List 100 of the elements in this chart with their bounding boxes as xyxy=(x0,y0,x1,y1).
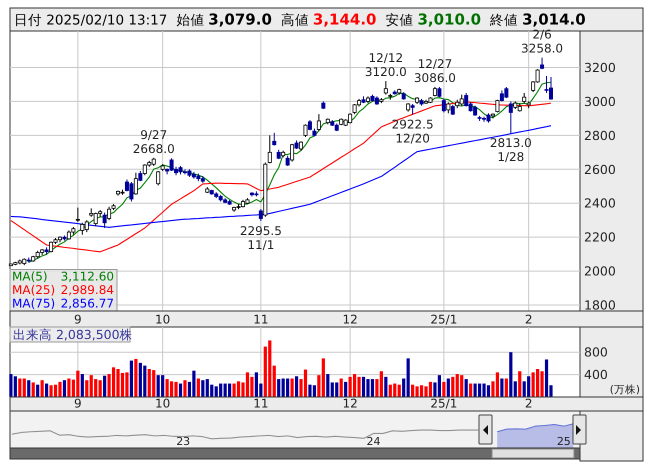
x-tick-label: 24 xyxy=(366,435,381,448)
bar xyxy=(58,382,62,397)
chart-title: 出来高 2,083,500株 xyxy=(13,327,133,342)
bar xyxy=(76,370,80,397)
annotation: 2813.0 1/28 xyxy=(490,136,532,164)
bar xyxy=(49,385,53,397)
x-tick-label: 2 xyxy=(524,312,532,326)
bar xyxy=(482,384,486,397)
bar xyxy=(134,358,138,397)
x-tick-label: 10 xyxy=(155,312,170,326)
bar xyxy=(496,372,500,397)
bar xyxy=(40,380,44,397)
x-tick-label: 2 xyxy=(524,396,532,410)
candlestick xyxy=(442,98,446,113)
candlestick xyxy=(299,140,304,152)
candlestick xyxy=(486,112,490,124)
bar xyxy=(532,372,535,397)
bar xyxy=(362,376,366,397)
candlestick xyxy=(156,170,160,186)
candlestick xyxy=(432,86,437,97)
candlestick xyxy=(384,80,388,96)
bar xyxy=(236,381,240,397)
annotation: 12/12 3120.0 xyxy=(364,51,407,80)
bar xyxy=(469,384,472,397)
bar xyxy=(27,380,30,397)
text: 終値 3,014.0 xyxy=(489,10,586,28)
bar xyxy=(344,382,348,397)
annotation: 2922.5 12/20 xyxy=(392,118,434,146)
bar xyxy=(500,378,504,397)
x-tick-label: 12 xyxy=(342,396,358,410)
text: MA(25) xyxy=(12,283,56,297)
candlestick xyxy=(134,172,138,196)
y-tick-label: 2600 xyxy=(584,162,616,177)
bar xyxy=(366,379,370,397)
bar xyxy=(348,376,352,397)
candlestick xyxy=(290,143,294,162)
x-tick-label: 9 xyxy=(74,396,82,410)
candlestick xyxy=(303,124,308,138)
bar xyxy=(183,380,187,397)
candlestick xyxy=(258,208,263,222)
bar xyxy=(380,371,383,397)
candlestick xyxy=(138,170,142,182)
bar xyxy=(544,359,548,397)
bar xyxy=(14,376,17,397)
series-label: MA(5) xyxy=(12,270,48,284)
chart-title: 日付 2025/02/10 13:17 xyxy=(14,12,168,28)
annotation: 12/27 3086.0 xyxy=(414,56,456,85)
candlestick xyxy=(460,94,464,106)
bar xyxy=(250,376,254,397)
bar xyxy=(352,374,356,397)
annotation: 3,112.60 xyxy=(60,270,114,284)
bar xyxy=(474,384,477,397)
bar xyxy=(420,385,424,397)
candlestick xyxy=(102,212,107,229)
bar xyxy=(340,378,343,397)
candlestick xyxy=(508,100,513,134)
candlestick xyxy=(286,155,290,166)
bar xyxy=(518,371,522,397)
annotation: 2,989.84 xyxy=(60,283,114,297)
text: MA(75) xyxy=(12,296,56,310)
bar xyxy=(112,367,116,397)
x-tick-label: 9 xyxy=(74,312,82,326)
bar xyxy=(125,372,129,397)
x-tick-label: 23 xyxy=(176,435,190,448)
x-tick-label: 25 xyxy=(556,435,571,448)
bar xyxy=(130,360,134,397)
bar xyxy=(370,379,374,397)
candlestick xyxy=(522,92,526,104)
bar xyxy=(290,378,294,397)
bar xyxy=(308,384,312,397)
bar xyxy=(103,376,106,397)
y-tick-label: 800 xyxy=(584,344,608,360)
candlestick xyxy=(540,57,544,70)
x-tick-label: 25/1 xyxy=(430,312,458,326)
annotation: 2295.5 11/1 xyxy=(240,224,282,252)
candlestick xyxy=(352,103,357,115)
candlestick xyxy=(450,104,455,116)
y-tick-label: 2400 xyxy=(584,196,616,211)
bar xyxy=(294,376,298,397)
y-tick-label: 400 xyxy=(584,367,608,382)
bar xyxy=(304,370,308,397)
bar xyxy=(442,382,446,397)
candlestick xyxy=(276,149,281,160)
candlestick xyxy=(410,103,415,116)
y-tick-label: 2800 xyxy=(584,128,616,143)
candlestick xyxy=(129,182,134,202)
candlestick xyxy=(464,92,468,108)
candlestick xyxy=(107,206,112,221)
candlestick xyxy=(49,240,54,253)
candlestick xyxy=(446,102,450,114)
bar xyxy=(322,358,325,397)
candlestick xyxy=(268,134,272,164)
y-tick-label: 3200 xyxy=(584,60,616,75)
y-tick-label: 2000 xyxy=(584,264,616,279)
bar xyxy=(80,374,84,397)
bar xyxy=(166,379,169,397)
bar xyxy=(54,384,58,397)
candlestick xyxy=(437,86,442,98)
x-tick-label: 25/1 xyxy=(430,396,458,410)
bar xyxy=(312,385,316,397)
